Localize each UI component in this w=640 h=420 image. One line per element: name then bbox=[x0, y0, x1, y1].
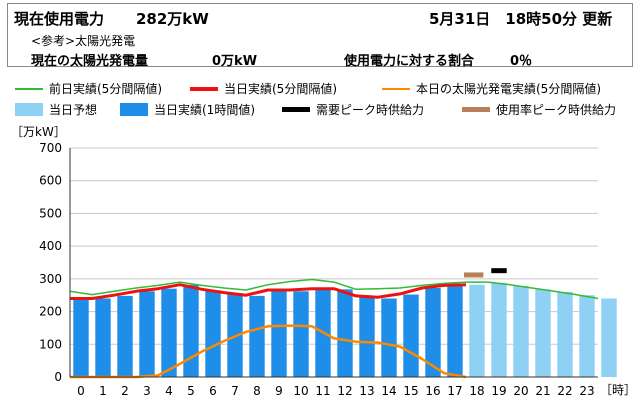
bar-forecast-19 bbox=[491, 282, 507, 377]
header-panel: 現在使用電力 282万kW 5月31日 18時50分 更新 <参考>太陽光発電 … bbox=[7, 3, 633, 69]
x-tick-20: 20 bbox=[513, 384, 528, 398]
y-tick-100: 100 bbox=[39, 337, 62, 351]
bar-actual-13 bbox=[359, 297, 375, 377]
bar-actual-10 bbox=[293, 291, 309, 377]
x-tick-5: 5 bbox=[187, 384, 195, 398]
bar-forecast-20 bbox=[513, 286, 529, 377]
legend-label-3: 当日予想 bbox=[49, 102, 97, 117]
bar-actual-17 bbox=[447, 285, 463, 377]
legend-label-1: 当日実績(5分間隔値) bbox=[224, 81, 337, 96]
supply-demand-peak-marker bbox=[491, 268, 507, 274]
y-tick-700: 700 bbox=[39, 141, 62, 155]
solar-label: 現在の太陽光発電量 bbox=[31, 54, 149, 69]
legend-label-5: 需要ピーク時供給力 bbox=[316, 103, 424, 117]
bar-actual-6 bbox=[205, 290, 221, 377]
x-tick-17: 17 bbox=[447, 384, 462, 398]
x-tick-15: 15 bbox=[403, 384, 418, 398]
y-tick-300: 300 bbox=[39, 272, 62, 286]
bar-actual-1 bbox=[95, 298, 111, 377]
x-tick-10: 10 bbox=[293, 384, 308, 398]
y-axis-label: ［万kW］ bbox=[11, 125, 66, 139]
x-tick-9: 9 bbox=[275, 384, 283, 398]
y-tick-400: 400 bbox=[39, 239, 62, 253]
x-tick-7: 7 bbox=[231, 384, 239, 398]
x-tick-23: 23 bbox=[579, 384, 594, 398]
line-previous-day bbox=[69, 278, 599, 300]
bar-actual-2 bbox=[117, 295, 133, 377]
x-tick-22: 22 bbox=[557, 384, 572, 398]
legend-label-0: 前日実績(5分間隔値) bbox=[49, 81, 162, 96]
bar-actual-4 bbox=[161, 288, 177, 377]
x-tick-8: 8 bbox=[253, 384, 261, 398]
line-today bbox=[70, 283, 467, 300]
x-tick-1: 1 bbox=[99, 384, 107, 398]
x-tick-6: 6 bbox=[209, 384, 217, 398]
x-tick-2: 2 bbox=[121, 384, 129, 398]
x-tick-21: 21 bbox=[535, 384, 550, 398]
legend-label-4: 当日実績(1時間値) bbox=[154, 102, 255, 117]
bar-actual-14 bbox=[381, 298, 397, 377]
bar-actual-0 bbox=[73, 299, 89, 377]
bar-forecast-21 bbox=[535, 289, 551, 377]
x-tick-14: 14 bbox=[381, 384, 396, 398]
legend-swatch-5 bbox=[282, 107, 310, 112]
x-tick-13: 13 bbox=[359, 384, 374, 398]
y-tick-0: 0 bbox=[54, 370, 62, 384]
legend-swatch-4 bbox=[120, 103, 148, 116]
legend-label-6: 使用率ピーク時供給力 bbox=[496, 102, 616, 117]
bar-actual-9 bbox=[271, 290, 287, 377]
bar-forecast-23 bbox=[579, 295, 595, 377]
bar-forecast-24 bbox=[601, 298, 617, 377]
current-usage-value: 282万kW bbox=[136, 10, 209, 28]
x-tick-16: 16 bbox=[425, 384, 440, 398]
current-usage-label: 現在使用電力 bbox=[14, 10, 105, 28]
reference-note: <参考>太陽光発電 bbox=[31, 34, 136, 48]
legend-swatch-6 bbox=[462, 107, 490, 112]
x-tick-12: 12 bbox=[337, 384, 352, 398]
x-tick-4: 4 bbox=[165, 384, 173, 398]
x-tick-0: 0 bbox=[77, 384, 85, 398]
bar-forecast-18 bbox=[469, 284, 485, 377]
ratio-value: 0％ bbox=[510, 54, 533, 69]
supply-usage-peak-marker bbox=[464, 272, 484, 278]
updated-time: 5月31日 18時50分 更新 bbox=[429, 10, 613, 28]
y-tick-200: 200 bbox=[39, 305, 62, 319]
bar-actual-15 bbox=[403, 294, 419, 377]
bar-actual-5 bbox=[183, 284, 199, 377]
bar-forecast-22 bbox=[557, 291, 573, 377]
x-axis-label: ［時］ bbox=[600, 383, 636, 397]
ratio-label: 使用電力に対する割合 bbox=[344, 54, 475, 69]
x-tick-3: 3 bbox=[143, 384, 151, 398]
x-tick-18: 18 bbox=[469, 384, 484, 398]
bar-actual-3 bbox=[139, 291, 155, 377]
bar-actual-8 bbox=[249, 295, 265, 377]
x-tick-19: 19 bbox=[491, 384, 506, 398]
y-tick-600: 600 bbox=[39, 174, 62, 188]
y-tick-500: 500 bbox=[39, 206, 62, 220]
bar-actual-16 bbox=[425, 288, 441, 377]
x-tick-11: 11 bbox=[315, 384, 330, 398]
legend-label-2: 本日の太陽光発電実績(5分間隔値) bbox=[416, 81, 601, 96]
bar-actual-12 bbox=[337, 289, 353, 377]
solar-value: 0万kW bbox=[212, 54, 258, 69]
legend-swatch-3 bbox=[15, 103, 43, 116]
